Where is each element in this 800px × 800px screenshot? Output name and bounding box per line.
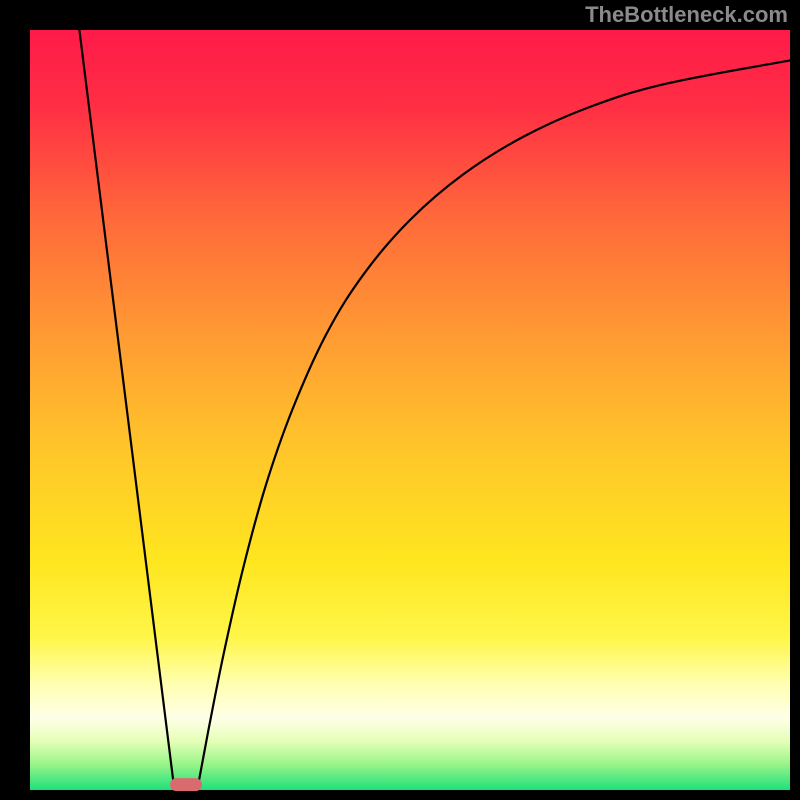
chart-container: { "watermark": { "text": "TheBottleneck.… bbox=[0, 0, 800, 800]
watermark-text: TheBottleneck.com bbox=[585, 2, 788, 28]
curve-layer bbox=[30, 30, 790, 790]
optimal-point-marker bbox=[170, 778, 202, 792]
curve-left bbox=[79, 30, 174, 790]
plot-area bbox=[30, 30, 790, 790]
curve-right bbox=[197, 60, 790, 790]
